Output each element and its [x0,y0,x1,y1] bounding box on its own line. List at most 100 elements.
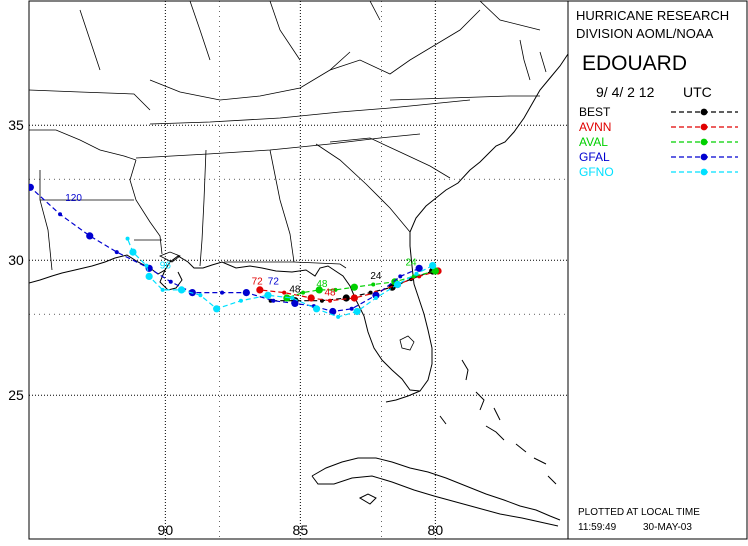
footer-plotted: PLOTTED AT LOCAL TIME [578,507,700,518]
mississippi-river [129,159,163,255]
legend-label-aval: AVAL [579,135,608,149]
ms-al-border [199,149,207,267]
mo-ar-border [29,89,151,111]
track-point-gfno [393,280,402,289]
track-point-gfal [168,279,173,284]
lon-label-85: 85 [293,522,309,538]
bahamas [439,359,557,485]
track-point-aval [301,290,306,295]
track-avnn [259,270,439,302]
info-panel: HURRICANE RESEARCH DIVISION AOML/NOAA ED… [576,8,738,533]
track-point-best [342,294,350,302]
track-point-gfno [429,262,437,270]
track-point-gfal [349,306,354,311]
track-point-gfno [129,248,137,256]
hour-label-aval-24: 24 [405,258,417,269]
track-point-aval [371,282,376,287]
footer-time: 11:59:49 [578,522,617,533]
cuba-coastline [311,457,561,527]
wv-va-border [329,9,481,75]
track-point-avnn [282,290,287,295]
track-point-gfno [125,236,130,241]
track-point-gfno [145,272,153,280]
track-point-gfno [213,305,221,313]
lat-label-30: 30 [8,252,24,268]
chesapeake [519,39,547,81]
northern-borders [79,1,541,71]
track-point-aval [411,274,416,279]
isle-of-youth [358,493,377,505]
track-point-aval [431,267,439,275]
legend-label-avnn: AVNN [579,120,611,134]
track-point-aval [315,286,323,294]
legend-marker-gfno [700,168,708,176]
lat-label-25: 25 [8,387,24,403]
texas-oklahoma-border [29,129,137,161]
track-point-gfal [58,212,63,217]
hour-label-gfno-96: 96 [160,260,172,271]
track-point-gfal [291,299,299,307]
forecast-date: 9/ 4/ 2 12 [596,84,655,100]
va-nc-border [389,95,540,101]
track-point-avnn [307,294,315,302]
legend-marker-best [700,108,708,116]
track-point-aval [333,287,338,292]
track-point-gfno [160,287,165,292]
track-point-gfal [242,289,250,297]
org-line-1: HURRICANE RESEARCH [576,8,729,23]
state-borders [29,1,547,271]
info-panel-frame [567,0,748,540]
track-point-gfno [312,305,321,313]
track-point-avnn [256,286,264,294]
legend-label-best: BEST [579,105,611,119]
nc-sc-border [329,137,451,179]
axis-labels: 90 85 80 35 30 25 [8,117,443,538]
legend-marker-gfal [700,153,708,161]
florida-keys [385,390,421,403]
org-line-2: DIVISION AOML/NOAA [576,26,714,41]
hour-label-gfal-72: 72 [268,277,280,288]
hour-label-gfal-120: 120 [65,193,82,204]
track-point-gfno [264,291,272,299]
track-point-gfno [177,286,186,294]
legend-label-gfal: GFAL [579,150,610,164]
track-point-avnn [350,294,358,302]
track-point-gfal [415,264,423,272]
track-point-gfal [372,291,380,299]
lon-label-80: 80 [428,522,444,538]
utc-label: UTC [683,84,712,100]
track-point-gfno [290,296,295,300]
track-point-gfno [238,298,243,303]
track-point-gfal [398,274,403,279]
hour-label-avnn-48: 48 [324,287,336,298]
ga-sc-border [315,143,411,233]
la-tx-border [39,170,53,271]
track-point-gfno [414,271,419,276]
al-ga-border [269,149,295,263]
footer-date: 30-MAY-03 [643,522,692,533]
ky-tn-border [149,99,471,125]
hour-label-aval-48: 48 [316,279,328,290]
track-point-gfno [144,263,149,268]
track-point-gfno [336,314,341,319]
lat-label-35: 35 [8,117,24,133]
hour-label-best-24: 24 [370,271,382,282]
storm-name: EDOUARD [582,52,687,75]
legend-label-gfno: GFNO [579,165,614,179]
track-point-gfno [353,307,361,316]
track-point-gfal [114,250,119,255]
lon-label-90: 90 [158,522,174,538]
legend-marker-aval [700,138,708,146]
coastline-layer [29,53,568,527]
track-point-aval [350,283,358,291]
track-point-gfal [271,298,276,303]
track-point-gfal [329,307,337,316]
track-point-gfal [29,183,34,191]
tn-border [135,133,421,159]
lake-okeechobee [399,335,415,351]
